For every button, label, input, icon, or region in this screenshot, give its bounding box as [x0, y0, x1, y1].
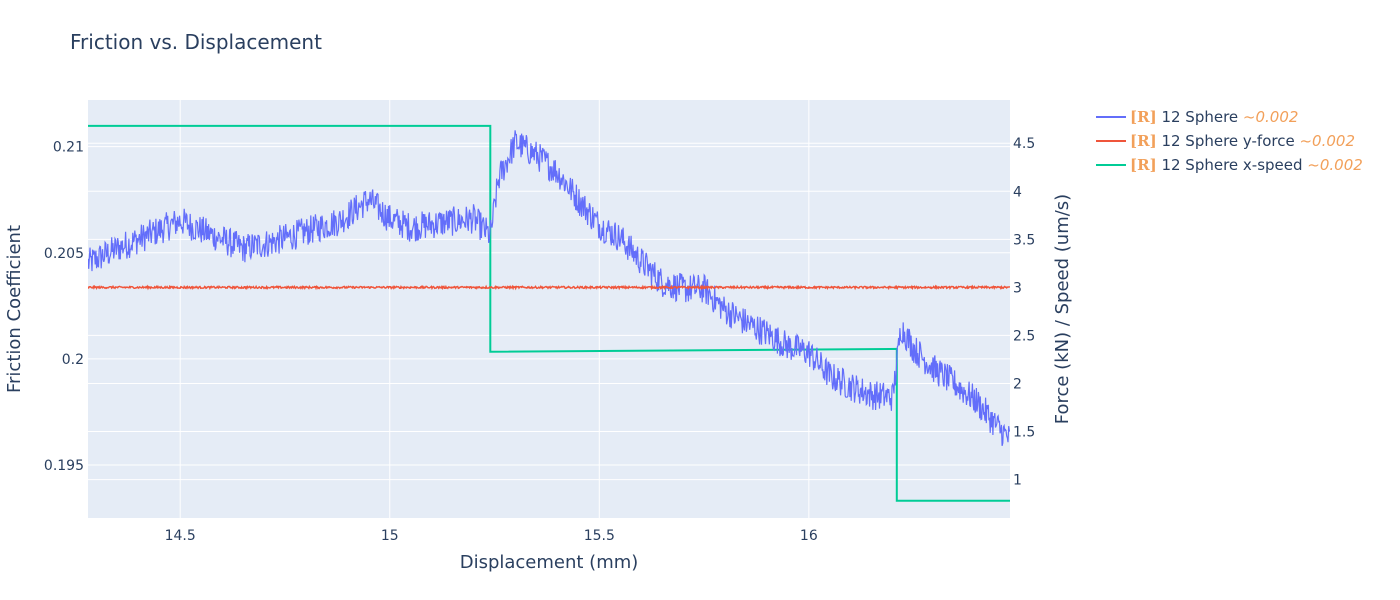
y2-tick-label: 4.5: [1013, 136, 1035, 152]
series-line-12-sphere-x-speed: [88, 124, 1010, 502]
data-layer: [88, 124, 1010, 502]
y-axis-title: Friction Coefficient: [4, 225, 25, 393]
y2-axis-title: Force (kN) / Speed (um/s): [1052, 194, 1073, 424]
legend-label: [R] 12 Sphere y-force ~0.002: [1130, 132, 1355, 150]
legend-item-12-sphere[interactable]: [R] 12 Sphere ~0.002: [1096, 108, 1298, 126]
y2-tick-label: 4: [1013, 184, 1022, 200]
legend-item-12-sphere-x-speed[interactable]: [R] 12 Sphere x-speed ~0.002: [1096, 156, 1363, 174]
x-axis-ticks: 14.5 15 15.5 16: [165, 528, 818, 544]
chart-title: Friction vs. Displacement: [70, 30, 322, 54]
y-tick-label: 0.2: [62, 352, 84, 368]
series-line-12-sphere-y-force: [88, 284, 1010, 291]
y2-tick-label: 1: [1013, 473, 1022, 489]
y2-tick-label: 2.5: [1013, 328, 1035, 344]
y2-axis-ticks: 1 1.5 2 2.5 3 3.5 4 4.5: [1013, 136, 1035, 488]
y-tick-label: 0.205: [44, 246, 84, 262]
legend[interactable]: [R] 12 Sphere ~0.002 [R] 12 Sphere y-forc…: [1096, 108, 1363, 174]
x-tick-label: 15: [381, 528, 399, 544]
y-tick-label: 0.21: [53, 140, 84, 156]
y2-tick-label: 3.5: [1013, 232, 1035, 248]
x-axis-title: Displacement (mm): [460, 552, 639, 573]
x-tick-label: 16: [800, 528, 818, 544]
y2-tick-label: 3: [1013, 280, 1022, 296]
y-tick-label: 0.195: [44, 458, 84, 474]
y2-tick-label: 2: [1013, 376, 1022, 392]
y-axis-ticks: 0.195 0.2 0.205 0.21: [44, 140, 84, 474]
legend-item-12-sphere-y-force[interactable]: [R] 12 Sphere y-force ~0.002: [1096, 132, 1355, 150]
y2-tick-label: 1.5: [1013, 425, 1035, 441]
legend-label: [R] 12 Sphere x-speed ~0.002: [1130, 156, 1363, 174]
series-line-12-sphere: [88, 130, 1010, 446]
x-tick-label: 14.5: [165, 528, 196, 544]
x-tick-label: 15.5: [584, 528, 615, 544]
legend-label: [R] 12 Sphere ~0.002: [1130, 108, 1298, 126]
plot-area: [88, 100, 1010, 518]
